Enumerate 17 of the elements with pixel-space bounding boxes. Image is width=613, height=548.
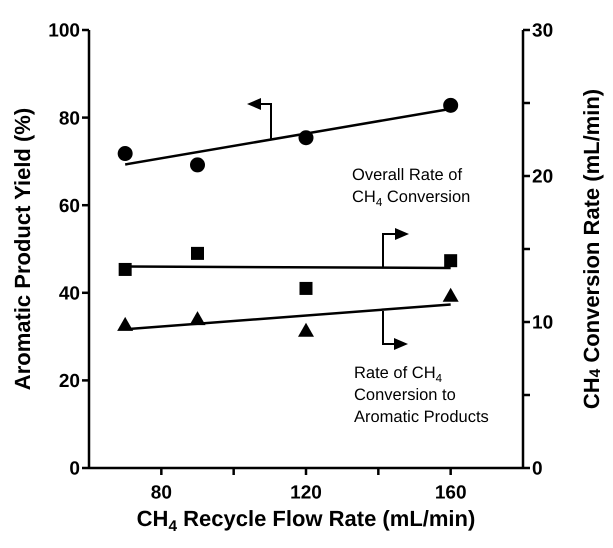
x-tick-label: 80 (150, 482, 172, 504)
y2-tick-label: 0 (532, 458, 543, 480)
y-tick-label: 20 (58, 371, 80, 392)
y2-tick-label: 20 (532, 166, 554, 188)
text: Overall Rate of CH$_{4}$ Conversion (352, 166, 470, 209)
x-tick-label: 160 (434, 482, 467, 504)
y2-tick-label: 30 (532, 20, 554, 42)
y-tick-label: 0 (69, 458, 80, 480)
y-tick-label: 60 (58, 196, 80, 217)
y2-tick-label: 10 (532, 312, 554, 334)
y-tick-label: 100 (48, 20, 80, 42)
x-axis-title: CH$_{4}$ Recycle Flow Rate (mL/min) (136, 506, 476, 534)
legend-label: Rate of CH$_{4}$ Conversion to Aromatic Products (354, 364, 489, 426)
y-axis-title: Aromatic Product Yield (%) (10, 108, 34, 390)
x-tick-label: 120 (290, 482, 322, 504)
y-tick-label: 40 (58, 284, 80, 305)
y-tick-label: 80 (58, 108, 80, 130)
